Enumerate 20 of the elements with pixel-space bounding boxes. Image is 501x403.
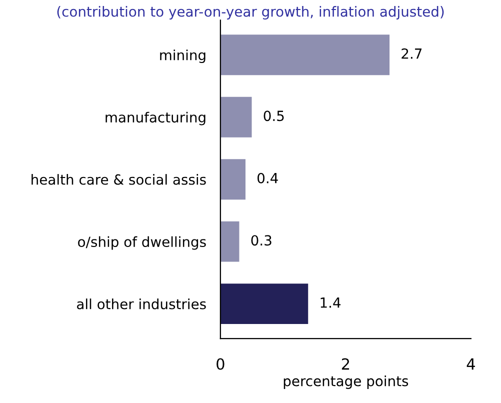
chart-subtitle: (contribution to year-on-year growth, inflation adjusted) xyxy=(57,6,444,20)
y-tick-label: mining xyxy=(160,50,206,64)
bar xyxy=(220,221,240,262)
x-tick-label: 2 xyxy=(342,358,350,370)
bar xyxy=(220,284,308,324)
y-tick-label: all other industries xyxy=(77,298,206,310)
y-tick-label: o/ship of dwellings xyxy=(78,236,206,250)
y-tick-label: health care & social assis xyxy=(32,174,206,185)
data-label: 1.4 xyxy=(320,298,341,308)
bar xyxy=(220,34,390,76)
bar xyxy=(220,96,252,138)
data-label: 2.7 xyxy=(402,48,422,59)
data-label: 0.5 xyxy=(264,110,284,122)
x-tick-label: 0 xyxy=(216,358,224,370)
data-label: 0.3 xyxy=(251,235,272,246)
data-label: 0.4 xyxy=(258,172,278,184)
x-axis-title: percentage points xyxy=(284,376,408,389)
y-tick-label: manufacturing xyxy=(106,112,206,126)
bar xyxy=(220,159,246,200)
x-tick-label: 4 xyxy=(466,358,475,370)
